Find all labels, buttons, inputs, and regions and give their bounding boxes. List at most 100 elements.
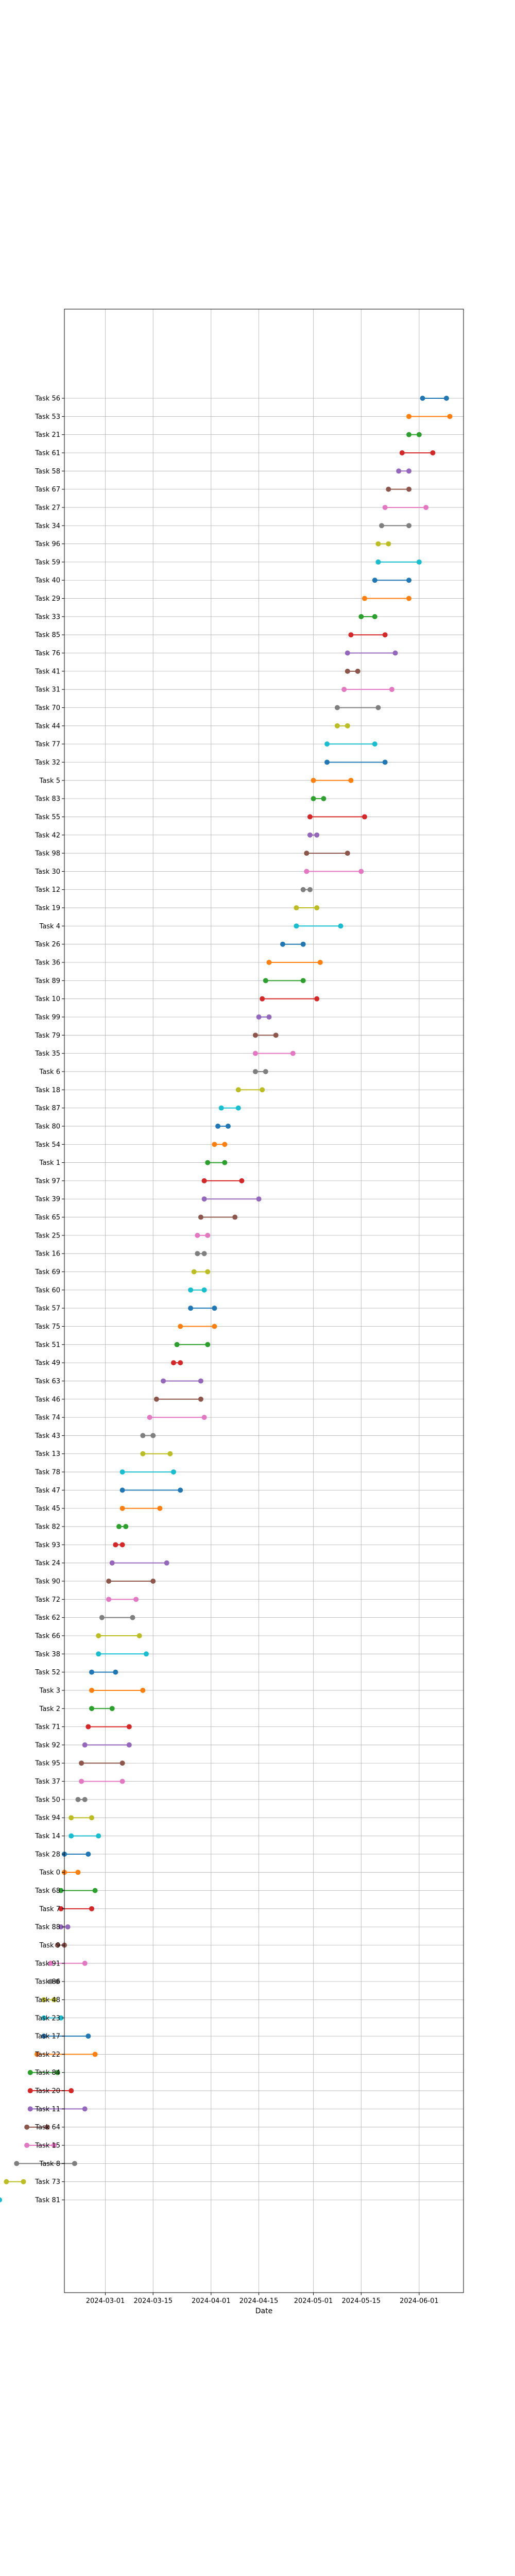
task-end-point <box>82 2106 88 2112</box>
task-end-point <box>92 2052 98 2057</box>
y-tick-label: Task 93 <box>35 1541 60 1549</box>
y-tick-label: Task 87 <box>35 1105 60 1112</box>
task-end-point <box>157 1505 163 1511</box>
task-start-point <box>406 432 412 437</box>
y-tick-label: Task 45 <box>35 1505 60 1513</box>
y-tick-label: Task 31 <box>35 686 60 694</box>
task-start-point <box>58 1888 64 1893</box>
task-end-point <box>338 923 344 929</box>
task-end-point <box>382 632 388 638</box>
task-end-point <box>416 559 422 565</box>
task-end-point <box>263 1069 268 1074</box>
task-end-point <box>130 1615 135 1620</box>
task-start-point <box>235 1087 241 1093</box>
task-end-point <box>345 723 350 728</box>
task-start-point <box>358 614 364 619</box>
task-start-point <box>198 1214 203 1220</box>
y-tick-label: Task 49 <box>35 1360 60 1367</box>
x-tick-label: 2024-06-01 <box>400 2297 439 2305</box>
task-end-point <box>205 1342 211 1347</box>
task-start-point <box>119 1469 125 1475</box>
task-end-point <box>307 887 313 892</box>
task-start-point <box>68 1815 74 1821</box>
y-tick-label: Task 44 <box>35 722 60 730</box>
task-start-point <box>85 1724 91 1730</box>
y-tick-label: Task 11 <box>35 2106 60 2113</box>
y-tick-label: Task 1 <box>39 1159 60 1167</box>
y-tick-label: Task 39 <box>35 1196 60 1204</box>
x-tick-label: 2024-03-01 <box>86 2297 125 2305</box>
task-end-point <box>198 1378 203 1384</box>
task-start-point <box>218 1105 224 1111</box>
y-tick-label: Task 14 <box>35 1833 60 1840</box>
x-tick-label: 2024-04-01 <box>192 2297 231 2305</box>
y-tick-label: Task 94 <box>35 1815 60 1822</box>
task-end-point <box>430 450 436 455</box>
y-tick-label: Task 69 <box>35 1268 60 1276</box>
y-tick-label: Task 53 <box>35 413 60 421</box>
task-start-point <box>89 1669 94 1675</box>
task-end-point <box>314 905 320 911</box>
task-start-point <box>48 1979 54 1985</box>
task-start-point <box>375 559 381 565</box>
task-end-point <box>201 1287 207 1293</box>
task-end-point <box>0 2197 3 2202</box>
y-tick-label: Task 61 <box>35 449 60 457</box>
task-end-point <box>96 1833 101 1839</box>
task-start-point <box>41 2015 47 2021</box>
y-tick-label: Task 84 <box>35 2069 60 2077</box>
task-start-point <box>386 486 391 492</box>
task-start-point <box>188 1306 194 1311</box>
task-start-point <box>294 905 299 911</box>
task-end-point <box>348 777 354 783</box>
task-end-point <box>372 614 377 619</box>
task-end-point <box>232 1214 238 1220</box>
task-end-point <box>290 1050 296 1056</box>
task-start-point <box>215 1123 221 1129</box>
task-end-point <box>406 596 412 601</box>
y-tick-label: Task 20 <box>35 2088 60 2095</box>
task-start-point <box>348 632 354 638</box>
task-start-point <box>280 941 285 947</box>
y-tick-label: Task 67 <box>35 486 60 494</box>
task-end-point <box>119 1778 125 1784</box>
task-start-point <box>79 1778 84 1784</box>
task-start-point <box>195 1251 200 1257</box>
task-end-point <box>167 1451 173 1456</box>
y-tick-label: Task 36 <box>35 959 60 967</box>
task-start-point <box>212 1142 217 1147</box>
task-end-point <box>256 1196 262 1202</box>
y-axis: Task 56 Task 53 Task 21 Task 61 Task 58 Task … <box>35 395 64 2205</box>
task-start-point <box>382 504 388 510</box>
y-tick-label: Task 75 <box>35 1323 60 1331</box>
task-end-point <box>119 1542 125 1548</box>
task-start-point <box>379 523 385 529</box>
task-start-point <box>201 1178 207 1183</box>
task-start-point <box>119 1487 125 1493</box>
y-tick-label: Task 95 <box>35 1760 60 1768</box>
task-end-point <box>406 523 412 529</box>
y-tick-label: Task 58 <box>35 468 60 476</box>
task-start-point <box>55 1942 60 1948</box>
y-tick-label: Task 18 <box>35 1087 60 1094</box>
task-end-point <box>136 1633 142 1638</box>
task-start-point <box>24 2124 30 2130</box>
task-start-point <box>399 450 405 455</box>
task-start-point <box>252 1069 258 1074</box>
task-start-point <box>252 1032 258 1038</box>
task-start-point <box>201 1196 207 1202</box>
task-start-point <box>294 923 299 929</box>
task-end-point <box>92 1888 98 1893</box>
y-tick-label: Task 72 <box>35 1596 60 1604</box>
task-start-point <box>68 1833 74 1839</box>
y-tick-label: Task 54 <box>35 1141 60 1149</box>
y-tick-label: Task 52 <box>35 1669 60 1676</box>
y-tick-label: Task 88 <box>35 1924 60 1931</box>
task-start-point <box>96 1633 101 1638</box>
task-end-point <box>362 814 367 820</box>
task-end-point <box>150 1579 156 1584</box>
task-start-point <box>27 2106 33 2112</box>
x-tick-label: 2024-04-15 <box>239 2297 279 2305</box>
task-end-point <box>423 504 429 510</box>
task-end-point <box>345 851 350 856</box>
